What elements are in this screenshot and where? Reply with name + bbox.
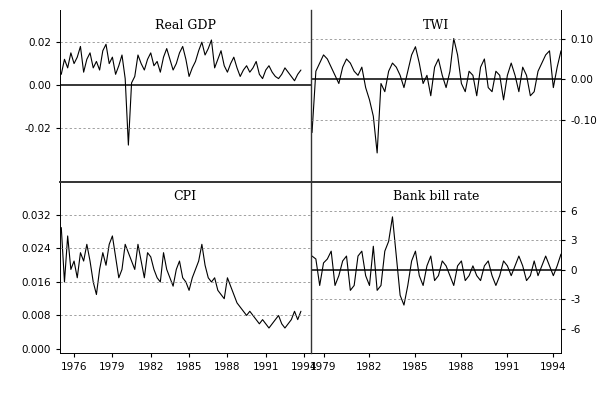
Text: Bank bill rate: Bank bill rate (392, 190, 479, 203)
Text: Real GDP: Real GDP (155, 19, 216, 32)
Text: CPI: CPI (173, 190, 197, 203)
Text: TWI: TWI (422, 19, 449, 32)
